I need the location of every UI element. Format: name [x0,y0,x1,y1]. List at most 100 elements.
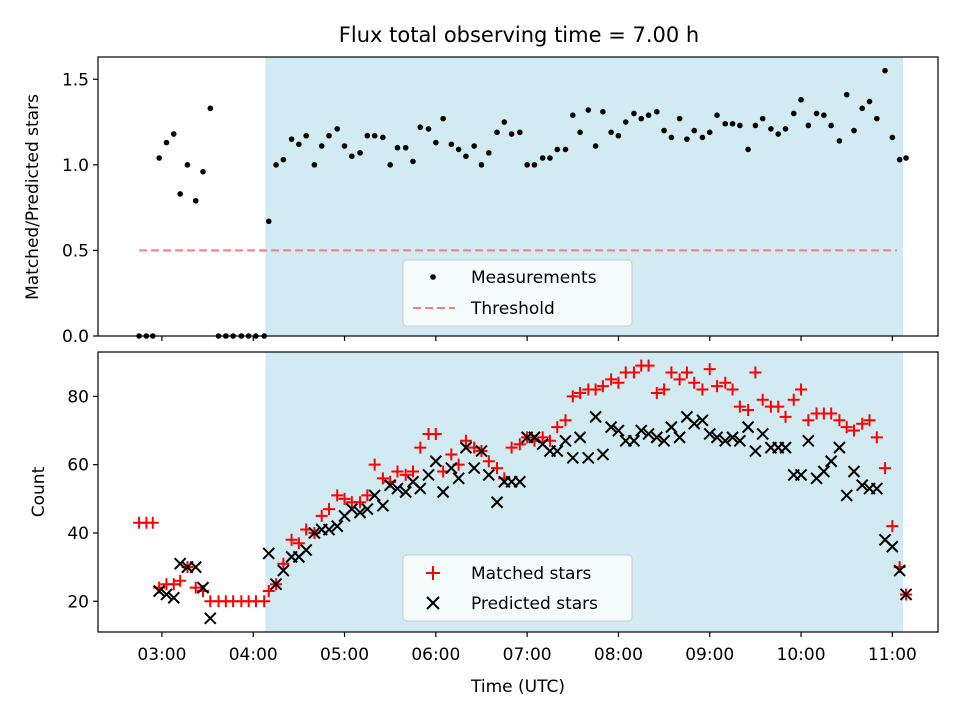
predicted-star-point [482,468,495,482]
predicted-star-point [383,478,397,492]
measurement-point [425,126,432,132]
measurement-point [714,112,720,118]
matched-star-point [673,373,686,386]
measurement-point [638,115,645,122]
measurement-point [668,134,675,141]
bottom-xtick-label: 08:00 [594,645,643,665]
measurement-point [417,124,424,130]
measurement-point [836,138,843,144]
predicted-star-point [612,424,625,437]
predicted-star-point [703,427,716,441]
measurement-point [759,115,766,122]
top-axes-frame [97,56,939,337]
legend-matched-label: Matched stars [471,564,591,584]
measurement-point [661,127,667,134]
measurement-point [410,158,416,165]
matched-star-point [491,462,503,475]
predicted-star-point [899,588,913,601]
measurement-point [805,122,812,129]
measurement-point [653,108,660,115]
predicted-star-point [627,434,641,447]
bottom-xtick-label: 07:00 [503,645,552,665]
legend-predicted-marker [426,596,440,610]
bottom-xtick-label: 06:00 [411,645,460,665]
matched-star-point [167,578,180,591]
measurement-point [288,136,295,142]
measurement-point [813,110,820,117]
matched-star-point [886,520,899,533]
predicted-star-point [361,502,374,516]
predicted-star-point [262,547,275,560]
matched-star-point [605,373,618,386]
measurements-points [136,67,909,339]
measurement-point [722,120,729,127]
matched-star-point [277,557,290,570]
measurement-point [554,146,561,153]
top-legend: Measurements Threshold [402,259,633,327]
measurement-point [859,105,866,112]
legend-predicted-label: Predicted stars [471,594,598,614]
measurement-point [177,191,183,197]
measurement-point [843,91,850,98]
measurement-point [531,162,538,168]
measurement-point [821,112,827,118]
matched-star-point [536,431,549,444]
measurement-point [729,120,736,127]
measurement-point [676,115,683,122]
matched-star-point [174,574,187,587]
measurement-point [471,143,477,149]
predicted-star-point [414,482,427,495]
matched-star-point [368,458,381,471]
matched-star-point [802,414,815,427]
matched-stars-points [133,359,913,608]
legend-threshold-label: Threshold [470,299,555,319]
measurement-point [448,141,455,148]
measurement-point [775,131,782,137]
measurement-point [478,162,485,168]
matched-star-point [414,441,427,454]
bottom-x-ticks: 03:00 04:00 05:00 06:00 07:00 08:00 09:00 10:00… [137,632,917,665]
matched-star-point [833,414,846,427]
predicted-star-point [368,489,381,502]
predicted-star-point [299,543,313,557]
matched-star-point [733,400,746,413]
predicted-star-point [582,451,595,465]
measurement-point [768,126,774,132]
measurement-point [357,150,363,156]
measurement-point [851,127,857,134]
measurement-point [737,122,743,129]
measurement-point [889,134,896,141]
matched-star-point [482,455,495,468]
matched-star-point [879,462,892,475]
legend-measurements-marker [430,274,436,280]
measurement-point [387,162,393,168]
predicted-star-point [475,444,488,458]
matched-star-point [612,376,625,389]
predicted-star-point [833,441,846,454]
measurement-point [463,153,469,160]
predicted-star-point [559,434,572,447]
bottom-xtick-label: 11:00 [868,645,917,665]
matched-star-point [505,441,518,454]
matched-star-point [589,383,602,396]
matched-star-point [719,376,732,389]
measurement-point [645,112,652,118]
measurement-point [631,110,637,117]
measurement-point [184,162,191,168]
measurement-point [402,144,409,151]
measurement-point [866,98,873,105]
measurement-point [380,134,386,141]
matched-star-point [665,366,678,379]
matched-star-point [772,400,785,413]
matched-star-point [840,421,853,434]
predicted-star-point [756,427,769,441]
matched-star-point [354,496,367,509]
measurement-point [440,115,446,122]
measurement-point [798,96,804,103]
measurement-point [334,126,341,132]
measurement-point [622,119,629,125]
measurement-point [200,168,206,175]
matched-star-point [429,427,442,440]
matched-star-point [407,465,419,478]
